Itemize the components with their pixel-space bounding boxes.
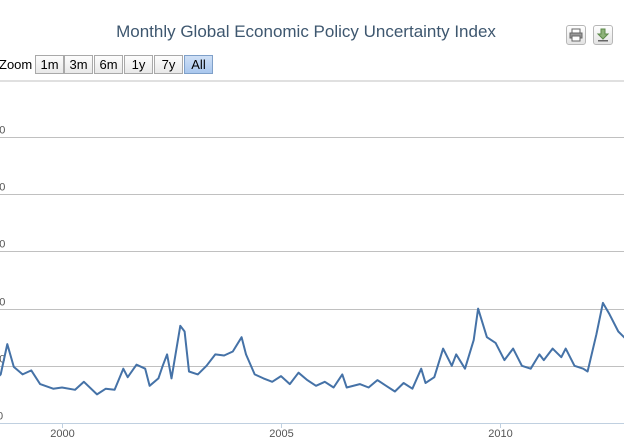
y-axis-labels: 0 100 200 300 400 500	[0, 125, 5, 423]
grid-lines	[0, 80, 624, 367]
x-tick-label-2000: 2000	[50, 428, 74, 440]
y-tick-label-100: 100	[0, 354, 5, 366]
download-button[interactable]	[593, 25, 613, 45]
zoom-1m-button[interactable]: 1m	[35, 55, 64, 74]
zoom-all-button[interactable]: All	[184, 55, 213, 74]
x-tick-label-2010: 2010	[488, 428, 512, 440]
y-tick-label-0: 0	[0, 411, 3, 423]
y-tick-label-400: 400	[0, 182, 5, 194]
y-tick-label-500: 500	[0, 125, 5, 137]
printer-icon	[569, 28, 583, 42]
download-icon	[596, 28, 610, 42]
series-line	[0, 301, 624, 396]
zoom-label: Zoom	[0, 57, 33, 72]
chart-title: Monthly Global Economic Policy Uncertain…	[116, 22, 496, 41]
zoom-7y-button[interactable]: 7y	[154, 55, 183, 74]
x-tick-label-2005: 2005	[269, 428, 293, 440]
print-button[interactable]	[566, 25, 586, 45]
zoom-6m-button[interactable]: 6m	[94, 55, 123, 74]
zoom-1y-button[interactable]: 1y	[124, 55, 153, 74]
x-axis: 200020052010201520202025	[0, 423, 624, 440]
zoom-3m-button[interactable]: 3m	[64, 55, 93, 74]
y-tick-label-300: 300	[0, 239, 5, 251]
y-tick-label-200: 200	[0, 297, 5, 309]
